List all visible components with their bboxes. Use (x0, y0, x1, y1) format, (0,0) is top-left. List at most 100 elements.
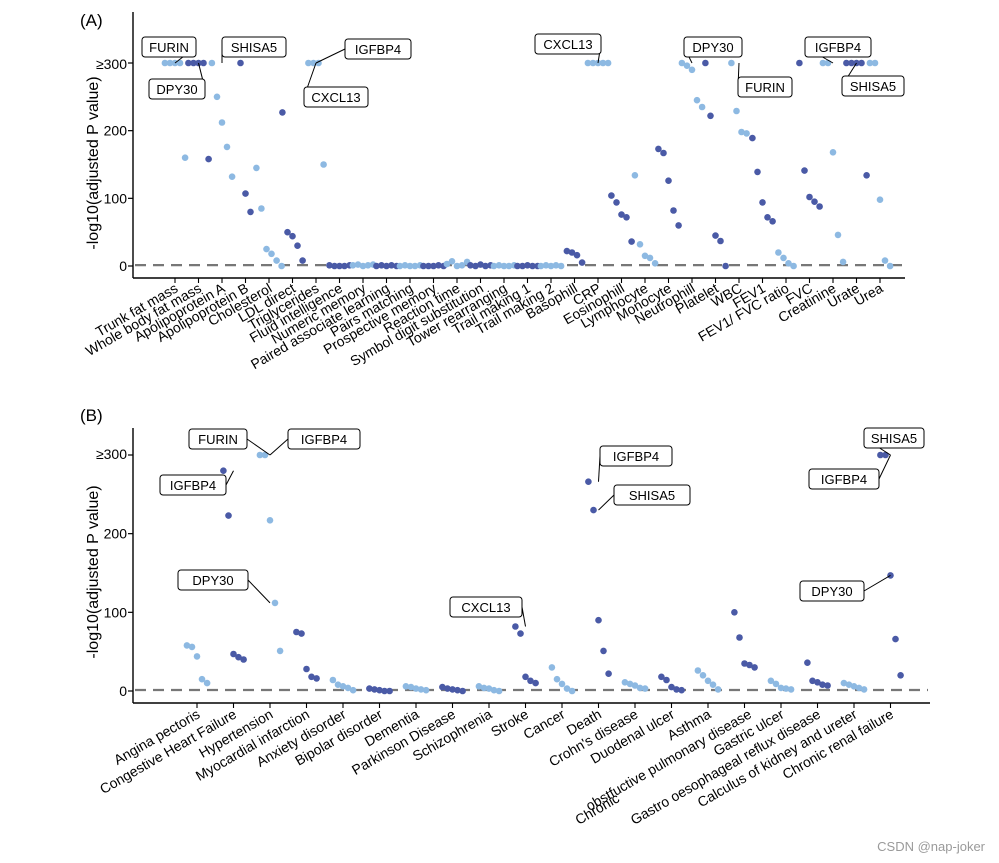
panel-a-point-wbc-2 (738, 128, 745, 136)
panel-b-point-death-1 (590, 506, 597, 514)
panel-a-annotation-label-5: CXCL13 (543, 37, 592, 52)
panel-a-point-fev1-0 (749, 134, 756, 142)
panel-b-annotation-label-9: DPY30 (811, 584, 852, 599)
panel-b-annotation-leader-3 (247, 579, 271, 604)
panel-b-point-congestive-heart-failure-4 (240, 656, 247, 663)
panel-b-annotation-leader-8 (878, 454, 891, 480)
panel-b-point-death-0 (585, 478, 592, 486)
panel-a-annotation-box-2 (221, 36, 287, 58)
panel-b-point-stroke-3 (527, 677, 534, 685)
panel-b-point-asthma-1 (699, 672, 707, 679)
panel-a-point-lymphocyte-2 (641, 252, 649, 260)
panel-b-point-asthma-3 (709, 681, 717, 688)
panel-a-point-neutrophill-2 (688, 66, 696, 74)
panel-b-annotation-leader-4 (521, 606, 526, 627)
panel-a-annotation-label-9: SHISA5 (850, 79, 896, 94)
panel-b-point-bipolar-disorder-4 (386, 687, 393, 695)
panel-a-annotation-label-0: FURIN (149, 40, 189, 55)
panel-b-point-stroke-1 (517, 630, 524, 637)
panel-a-point-eosinophill-2 (618, 211, 625, 218)
panel-a-point-trail-making-1-1 (519, 262, 526, 270)
panel-a-point-reaction-time-1 (448, 258, 456, 265)
panel-a-annotation-leader-3 (315, 48, 346, 64)
panel-a-point-pairs-matching-1 (401, 262, 409, 269)
panel-a-point-apolipoprotein-a-2 (218, 119, 226, 126)
panel-a-point-reaction-time-2 (453, 262, 461, 270)
panel-b-point-gastric-ulcer-1 (772, 680, 780, 688)
panel-b-label: (B) (80, 406, 103, 425)
panel-a-point-urate-4 (863, 172, 870, 179)
panel-b-point-parkinson-disease-2 (449, 686, 456, 693)
panel-a-point-fev1-4 (769, 218, 776, 225)
panel-a-point-creatinine-3 (834, 231, 842, 239)
panel-a-point-wbc-3 (743, 130, 750, 137)
panel-a-point-whole-body-fat-mass-3 (200, 59, 207, 67)
panel-b-point-hypertension-2 (266, 517, 274, 524)
panel-b-point-congestive-heart-failure-1 (225, 512, 232, 519)
panel-a-point-cholesterol-1 (258, 205, 265, 212)
panel-b-point-congestive-heart-failure-0 (220, 467, 227, 475)
panel-a-point-trunk-fat-mass-0 (161, 59, 169, 67)
panel-a-point-apolipoprotein-a-4 (228, 173, 236, 180)
panel-b-point-gastro-oesophageal-reflux-disease-0 (804, 659, 811, 666)
panel-a-point-crp-1 (589, 59, 597, 67)
panel-a-point-ldl-direct-4 (299, 257, 306, 264)
panel-a-annotation-label-2: SHISA5 (231, 40, 277, 55)
panel-a-ytick-top: ≥300 (96, 56, 127, 72)
panel-a-point-apolipoprotein-b-0 (237, 59, 244, 67)
panel-a-point-platelet-2 (712, 232, 719, 239)
panel-b-annotation-leader-1 (269, 438, 289, 456)
panel-b-point-chronic-renal-failure-3 (892, 635, 899, 643)
panel-b-annotation-box-8 (808, 468, 880, 490)
panel-b-annotation-label-0: FURIN (198, 432, 238, 447)
panel-b-point-myocardial-infarction-1 (298, 630, 305, 637)
panel-b-point-gastro-oesophageal-reflux-disease-3 (819, 681, 826, 688)
panel-b-point-stroke-4 (532, 679, 539, 687)
panel-b-point-chronic-renal-failure-4 (897, 672, 904, 679)
panel-b-ytick-label-100: 100 (104, 604, 128, 620)
panel-a-point-eosinophill-4 (628, 238, 635, 245)
panel-a-point-prospective-memory-2 (430, 262, 437, 270)
panel-b-point-stroke-0 (512, 623, 519, 630)
panel-b-point-hypertension-3 (271, 599, 279, 607)
panel-b-point-bipolar-disorder-2 (376, 686, 383, 694)
panel-b-point-hypertension-0 (256, 451, 264, 459)
panel-a-point-tower-rearranging-1 (495, 262, 503, 269)
panel-b-point-dementia-0 (402, 683, 410, 690)
panel-b-point-gastric-ulcer-4 (787, 686, 795, 693)
panel-b-annotation-label-6: SHISA5 (629, 488, 675, 503)
panel-a-point-trail-making-2-2 (547, 262, 555, 270)
panel-a-point-basophill-1 (568, 249, 576, 256)
panel-a-point-trail-making-1-3 (529, 262, 536, 270)
panel-a-point-fluid-intelligence-2 (336, 262, 343, 270)
panel-b-point-death-3 (600, 647, 607, 655)
panel-b-annotation-label-4: CXCL13 (461, 600, 510, 615)
panel-a-point-trail-making-2-0 (537, 262, 545, 270)
panel-a-point-paired-associate-learning-3 (388, 262, 395, 269)
panel-a-point-crp-3 (599, 59, 607, 67)
panel-a-point-lymphocyte-1 (636, 241, 644, 248)
panel-a-point-triglycerides-3 (320, 161, 327, 168)
panel-b-point-anxiety-disorder-4 (349, 686, 357, 694)
panel-b-point-calculus-of-kidney-and-ureter-3 (855, 684, 863, 692)
panel-a-ytick-label-200: 200 (104, 123, 128, 139)
panel-a-point-fev1-2 (759, 199, 766, 206)
panel-a-point-monocyte-1 (660, 149, 667, 157)
panel-b-point-duodenal-ulcer-1 (663, 676, 670, 684)
panel-b-point-hypertension-4 (276, 647, 284, 655)
panel-a-point-tower-rearranging-0 (490, 262, 498, 270)
panel-b-annotation-label-7: SHISA5 (871, 431, 917, 446)
panel-a-point-lymphocyte-3 (646, 254, 654, 262)
panel-b-point-myocardial-infarction-2 (303, 665, 310, 673)
panel-b-point-calculus-of-kidney-and-ureter-1 (845, 681, 853, 688)
panel-a-point-wbc-0 (728, 59, 735, 67)
panel-a-point-fev1-3 (764, 214, 771, 221)
panel-a-point-whole-body-fat-mass-1 (190, 59, 197, 67)
panel-a-point-monocyte-3 (670, 207, 677, 214)
panel-b-annotation-box-7 (863, 427, 925, 449)
panel-b-point-angina-pectoris-1 (188, 643, 196, 651)
panel-b-point-schizophrenia-3 (490, 686, 498, 694)
panel-a-point-numeric-memory-3 (364, 262, 372, 269)
